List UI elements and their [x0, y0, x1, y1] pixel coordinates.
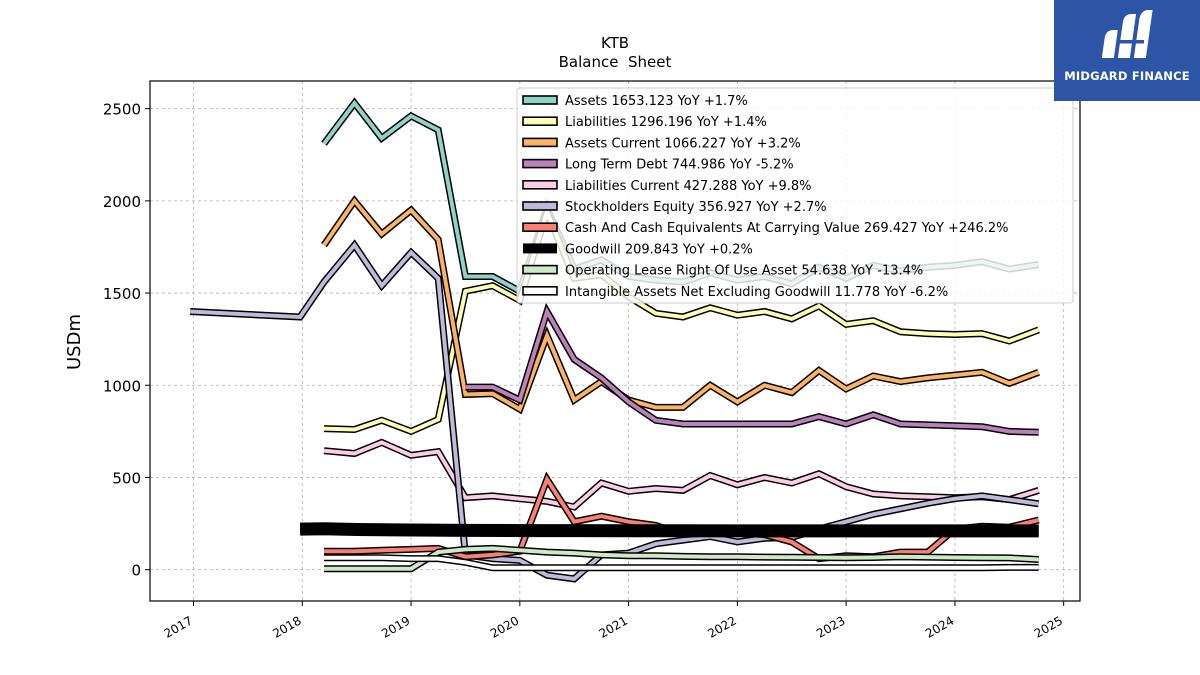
legend-item: Cash And Cash Equivalents At Carrying Va… [522, 221, 1008, 236]
legend-item: Goodwill 209.843 YoY +0.2% [523, 242, 753, 257]
legend-item: Assets Current 1066.227 YoY +3.2% [522, 136, 801, 151]
y-tick-label: 0 [131, 562, 141, 580]
legend-swatch [522, 285, 558, 296]
x-tick-label: 2022 [705, 613, 738, 640]
legend-item: Long Term Debt 744.986 YoY -5.2% [522, 158, 794, 173]
legend: Assets 1653.123 YoY +1.7% Liabilities 129… [516, 87, 1074, 304]
legend-label: Assets 1653.123 YoY +1.7% [565, 94, 748, 109]
y-tick-label: 2500 [103, 101, 141, 119]
brand-logo: MIDGARD FINANCE [1054, 0, 1200, 101]
brand-mark-icon [1101, 10, 1153, 58]
chart-title: KTB [601, 34, 629, 52]
legend-item: Intangible Assets Net Excluding Goodwill… [522, 285, 948, 300]
legend-label: Operating Lease Right Of Use Asset 54.63… [565, 264, 923, 279]
legend-label: Long Term Debt 744.986 YoY -5.2% [565, 158, 794, 173]
x-tick-label: 2021 [597, 613, 630, 640]
legend-label: Goodwill 209.843 YoY +0.2% [565, 242, 753, 257]
x-tick-label: 2024 [923, 613, 956, 640]
legend-item: Stockholders Equity 356.927 YoY +2.7% [522, 200, 827, 215]
series-path [324, 546, 1039, 571]
y-tick-label: 500 [112, 469, 141, 487]
legend-swatch [522, 201, 558, 211]
legend-swatch [522, 222, 558, 232]
series-line [299, 522, 1039, 538]
legend-swatch [522, 116, 558, 126]
legend-box [516, 87, 1074, 304]
legend-swatch [522, 180, 558, 190]
legend-item: Operating Lease Right Of Use Asset 54.63… [522, 264, 923, 279]
y-tick-label: 1000 [103, 377, 141, 395]
series-path [323, 440, 1040, 510]
legend-swatch [523, 243, 557, 254]
legend-item: Assets 1653.123 YoY +1.7% [522, 94, 748, 109]
plot-frame [149, 80, 1081, 602]
legend-label: Cash And Cash Equivalents At Carrying Va… [565, 221, 1008, 236]
x-tick-label: 2020 [488, 613, 521, 640]
series-line [465, 302, 1039, 436]
legend-swatch [522, 95, 558, 105]
x-tick-label: 2017 [162, 613, 195, 640]
y-tick-label: 2000 [103, 193, 141, 211]
legend-swatch [522, 264, 558, 275]
brand-name: MIDGARD FINANCE [1064, 69, 1190, 83]
legend-swatch [522, 137, 558, 148]
series-line [321, 195, 1040, 415]
x-tick-label: 2018 [270, 613, 303, 640]
series-line [324, 544, 1039, 573]
x-tick-label: 2019 [379, 613, 412, 640]
series-path [190, 241, 1039, 582]
chart-subtitle: Balance Sheet [559, 53, 672, 71]
series-path [322, 197, 1040, 413]
legend-label: Assets Current 1066.227 YoY +3.2% [565, 136, 801, 151]
y-axis-label: USDm [64, 314, 85, 370]
legend-label: Liabilities 1296.196 YoY +1.4% [565, 115, 767, 130]
series-line [324, 554, 1039, 572]
series-path [465, 306, 1039, 435]
series-line [323, 438, 1040, 511]
x-tick-label: 2025 [1032, 613, 1065, 640]
legend-label: Stockholders Equity 356.927 YoY +2.7% [565, 200, 827, 215]
legend-item: Liabilities 1296.196 YoY +1.4% [522, 115, 767, 130]
series-path [324, 555, 1039, 570]
series-line [190, 239, 1040, 583]
legend-swatch [522, 158, 558, 169]
y-tick-label: 1500 [103, 285, 141, 303]
x-tick-label: 2023 [814, 613, 847, 640]
legend-item: Liabilities Current 427.288 YoY +9.8% [522, 179, 812, 194]
legend-label: Liabilities Current 427.288 YoY +9.8% [565, 179, 812, 194]
legend-label: Intangible Assets Net Excluding Goodwill… [565, 285, 948, 300]
series-path [300, 523, 1039, 536]
